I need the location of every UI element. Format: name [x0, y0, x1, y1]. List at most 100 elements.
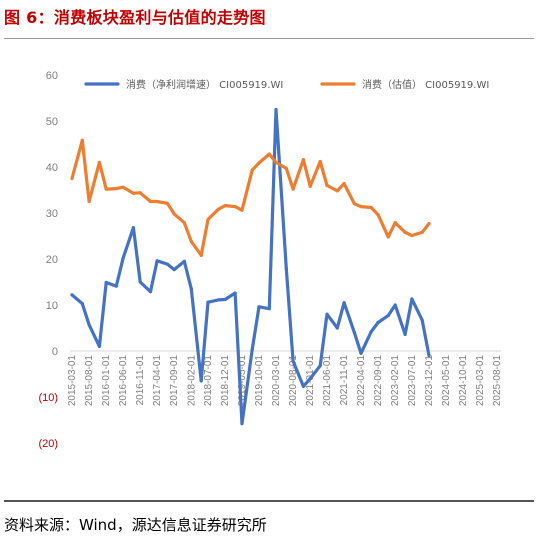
data-point — [189, 239, 193, 244]
x-tick-label: 2023-12-01 — [424, 355, 435, 407]
x-tick-label: 2018-02-01 — [186, 355, 197, 407]
data-point — [87, 199, 91, 204]
data-point — [172, 212, 176, 216]
data-point — [274, 107, 278, 112]
series-line-valuation — [70, 138, 431, 257]
data-point — [155, 259, 159, 263]
data-point — [325, 312, 329, 316]
y-tick-label: 20 — [46, 254, 58, 266]
data-point — [420, 318, 424, 322]
legend-label: 消费（估值） CI005919.WI — [362, 78, 489, 91]
data-point — [291, 187, 295, 191]
data-point — [138, 191, 142, 195]
y-tick-label: 40 — [46, 162, 58, 174]
data-point — [427, 221, 431, 226]
data-point — [97, 160, 101, 164]
series-group — [70, 107, 431, 426]
data-point — [410, 233, 414, 238]
data-point — [393, 303, 397, 307]
x-tick-label: 2019-10-01 — [254, 355, 265, 407]
data-point — [291, 359, 295, 363]
data-point — [335, 326, 339, 330]
x-tick-label: 2022-09-01 — [373, 355, 384, 407]
data-point — [257, 161, 261, 165]
data-point — [216, 207, 220, 211]
data-point — [165, 201, 169, 205]
y-axis-labels: 60 50 40 30 20 10 0 (10) (20) — [38, 70, 58, 450]
x-tick-label: 2015-08-01 — [84, 355, 95, 407]
data-point — [376, 320, 380, 325]
footer-divider — [4, 500, 534, 502]
data-point — [114, 284, 118, 288]
data-point — [240, 422, 244, 426]
data-point — [318, 364, 322, 368]
data-point — [250, 168, 254, 172]
y-tick-label: 0 — [52, 346, 58, 358]
data-point — [189, 287, 193, 291]
x-tick-label: 2015-03-01 — [67, 355, 78, 407]
x-axis-labels: 2015-03-01 2015-08-01 2016-01-01 2016-06-01… — [67, 355, 503, 407]
data-point — [342, 181, 346, 186]
x-tick-label: 2020-03-01 — [271, 355, 282, 407]
x-tick-label: 2018-07-01 — [203, 355, 214, 407]
data-point — [87, 323, 91, 327]
x-tick-label: 2019-05-01 — [237, 355, 248, 407]
data-point — [420, 230, 424, 234]
data-point — [318, 159, 322, 164]
legend: 消费（净利润增速） CI005919.WI 消费（估值） CI005919.WI — [84, 78, 489, 91]
data-point — [342, 301, 346, 305]
x-tick-label: 2023-02-01 — [390, 355, 401, 407]
data-point — [182, 221, 186, 225]
data-point — [267, 307, 271, 311]
x-tick-label: 2021-11-01 — [339, 355, 350, 406]
data-point — [427, 354, 431, 358]
x-tick-label: 2025-03-01 — [475, 355, 486, 407]
data-point — [172, 267, 176, 272]
data-point — [376, 213, 380, 217]
data-point — [216, 298, 220, 302]
data-point — [359, 351, 363, 355]
data-point — [308, 377, 312, 381]
data-point — [410, 297, 414, 301]
data-point — [206, 300, 210, 304]
x-tick-label: 2023-07-01 — [407, 355, 418, 407]
y-tick-label: (20) — [38, 438, 58, 450]
data-point — [335, 189, 339, 193]
x-tick-label: 2024-10-01 — [458, 355, 469, 407]
x-tick-label: 2022-04-01 — [356, 355, 367, 407]
data-point — [301, 158, 305, 162]
x-tick-label: 2016-06-01 — [118, 355, 129, 407]
data-point — [359, 204, 363, 209]
x-tick-label: 2025-08-01 — [492, 355, 503, 407]
data-point — [403, 332, 407, 337]
data-point — [352, 331, 357, 335]
data-point — [148, 290, 153, 294]
x-tick-label: 2021-06-01 — [322, 355, 333, 407]
title-divider — [4, 38, 534, 39]
x-tick-label: 2016-01-01 — [101, 355, 112, 407]
x-tick-label: 2016-11-01 — [135, 355, 146, 406]
data-point — [121, 256, 125, 260]
x-tick-label: 2018-12-01 — [220, 355, 231, 407]
y-tick-label: 10 — [46, 300, 58, 312]
data-point — [199, 379, 203, 383]
data-point — [284, 267, 288, 271]
x-tick-label: 2017-04-01 — [152, 355, 163, 407]
data-point — [80, 302, 84, 306]
x-tick-label: 2017-09-01 — [169, 355, 180, 407]
data-point — [199, 253, 203, 257]
data-point — [223, 204, 227, 208]
y-tick-label: 30 — [46, 208, 58, 220]
data-point — [284, 166, 288, 170]
data-point — [138, 280, 142, 284]
figure-title: 图 6：消费板块盈利与估值的走势图 — [4, 8, 266, 27]
data-point — [250, 348, 254, 352]
data-point — [182, 259, 186, 263]
data-point — [274, 160, 278, 164]
data-point — [206, 217, 210, 222]
data-point — [80, 138, 84, 142]
x-tick-label: 2024-05-01 — [441, 355, 452, 407]
legend-label: 消费（净利润增速） CI005919.WI — [126, 78, 283, 91]
data-point — [155, 199, 159, 204]
data-point — [104, 187, 108, 191]
